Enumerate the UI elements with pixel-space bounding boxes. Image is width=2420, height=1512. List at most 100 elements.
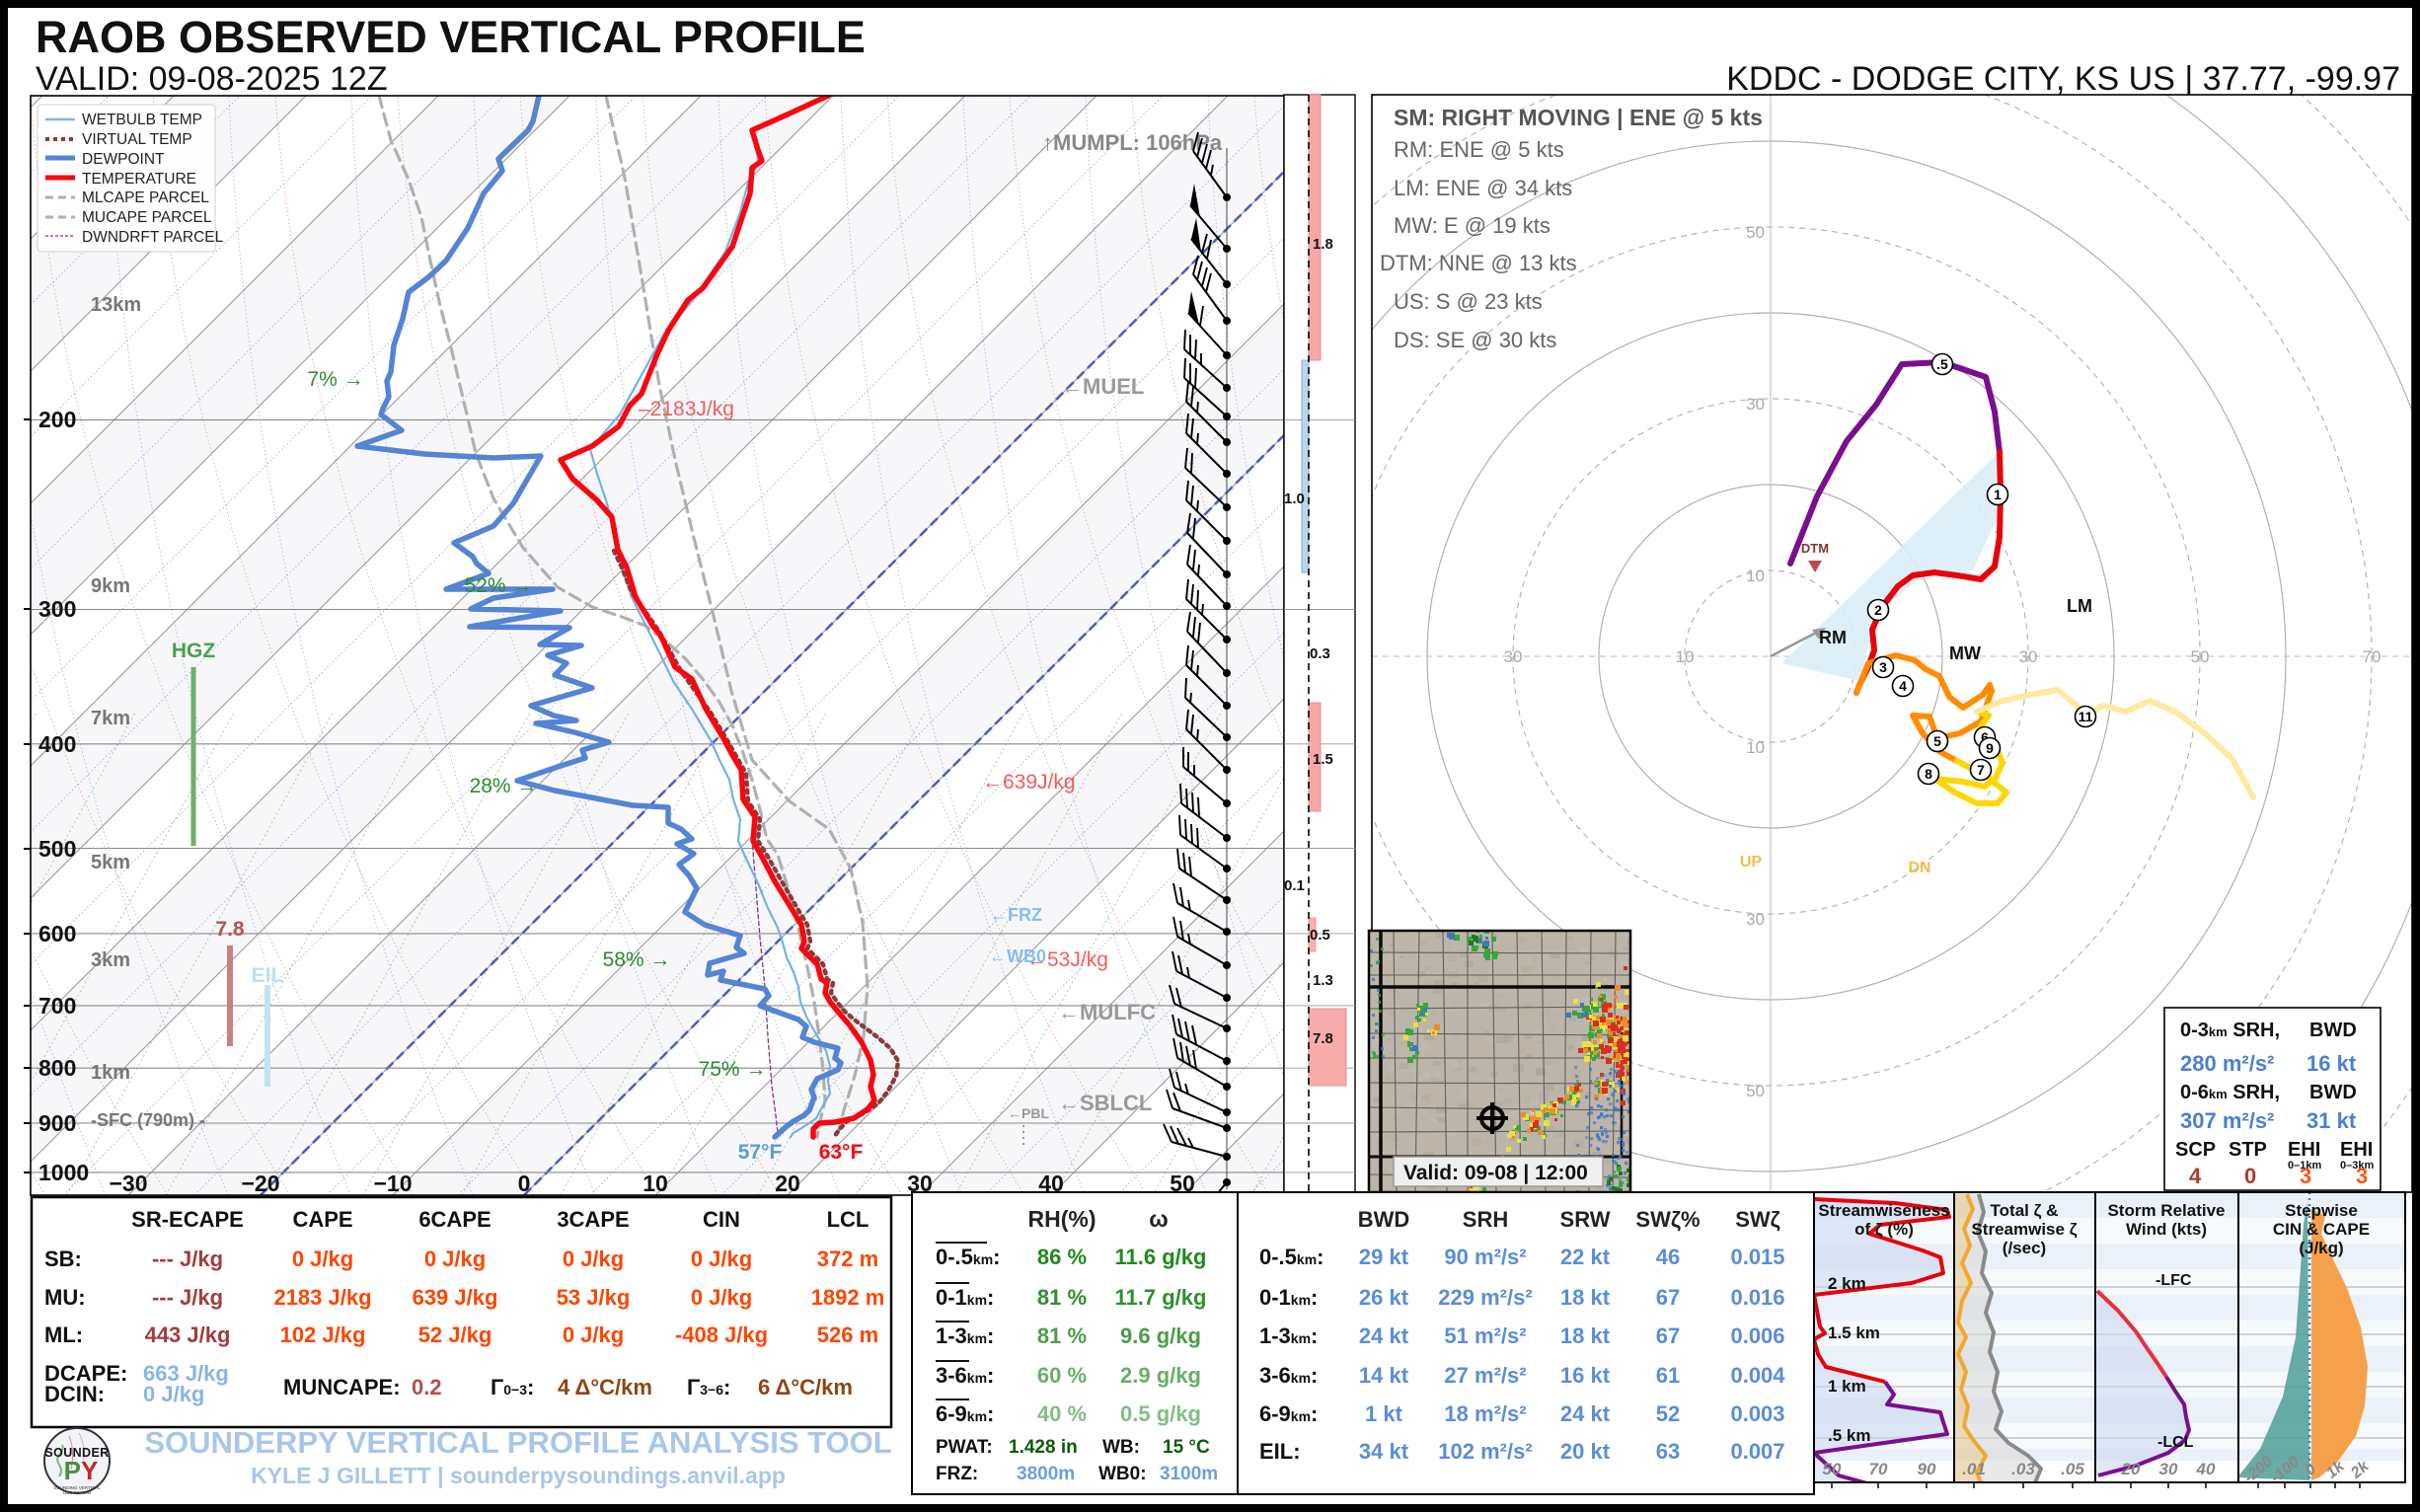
- svg-text:50: 50: [1823, 1460, 1842, 1478]
- svg-text:←SBLCL: ←SBLCL: [1058, 1091, 1152, 1115]
- svg-text:VALID: 09-08-2025 12Z: VALID: 09-08-2025 12Z: [36, 60, 388, 98]
- svg-text:26 kt: 26 kt: [1359, 1285, 1409, 1310]
- svg-text:3: 3: [2300, 1164, 2311, 1188]
- svg-text:400: 400: [38, 731, 76, 757]
- svg-text:61: 61: [1656, 1363, 1680, 1388]
- svg-text:BWD: BWD: [2309, 1082, 2357, 1103]
- svg-text:28% →: 28% →: [470, 775, 538, 797]
- svg-text:5: 5: [1933, 733, 1941, 749]
- svg-text:0 J/kg: 0 J/kg: [143, 1382, 204, 1406]
- svg-text:←MULFC: ←MULFC: [1058, 1000, 1156, 1024]
- svg-text:90 m²/s²: 90 m²/s²: [1444, 1245, 1526, 1269]
- svg-text:←639J/kg: ←639J/kg: [982, 771, 1076, 794]
- svg-text:200: 200: [38, 407, 76, 432]
- svg-text:70: 70: [1869, 1460, 1888, 1478]
- svg-text:50: 50: [2191, 647, 2210, 666]
- svg-text:0-1km:: 0-1km:: [1259, 1285, 1318, 1310]
- svg-text:70: 70: [2363, 647, 2382, 666]
- svg-text:600: 600: [38, 921, 76, 946]
- svg-text:of ζ (%): of ζ (%): [1854, 1220, 1914, 1239]
- svg-text:372 m: 372 m: [817, 1247, 878, 1271]
- svg-text:RAOB OBSERVED VERTICAL PROFILE: RAOB OBSERVED VERTICAL PROFILE: [36, 12, 866, 62]
- svg-text:0 J/kg: 0 J/kg: [563, 1323, 624, 1347]
- svg-text:DCAPE:: DCAPE:: [44, 1361, 127, 1386]
- svg-text:0 J/kg: 0 J/kg: [292, 1247, 353, 1271]
- svg-text:HGZ: HGZ: [172, 640, 216, 662]
- svg-text:DWNDRFT PARCEL: DWNDRFT PARCEL: [82, 229, 224, 246]
- svg-text:90: 90: [1918, 1460, 1936, 1478]
- svg-text:EIL: EIL: [252, 964, 284, 987]
- svg-text:SRW: SRW: [1560, 1207, 1611, 1232]
- svg-text:RH(%): RH(%): [1028, 1206, 1097, 1232]
- svg-text:FRZ:: FRZ:: [936, 1464, 978, 1484]
- svg-text:81 %: 81 %: [1037, 1323, 1087, 1348]
- svg-text:-LCL: -LCL: [2157, 1434, 2194, 1451]
- svg-text:60 %: 60 %: [1037, 1363, 1087, 1388]
- svg-text:SM: RIGHT MOVING | ENE @ 5 kts: SM: RIGHT MOVING | ENE @ 5 kts: [1394, 105, 1763, 130]
- svg-text:0-.5km:: 0-.5km:: [1259, 1245, 1323, 1269]
- svg-text:0.007: 0.007: [1730, 1439, 1784, 1464]
- svg-text:6CAPE: 6CAPE: [418, 1207, 491, 1232]
- svg-text:9.6 g/kg: 9.6 g/kg: [1120, 1323, 1201, 1348]
- svg-text:0-1km:: 0-1km:: [936, 1285, 994, 1310]
- svg-text:EHI: EHI: [2288, 1139, 2320, 1161]
- svg-text:1.428 in: 1.428 in: [1009, 1437, 1078, 1458]
- svg-text:←53J/kg: ←53J/kg: [1026, 948, 1108, 971]
- svg-text:31 kt: 31 kt: [2307, 1108, 2357, 1133]
- svg-text:0.2: 0.2: [412, 1375, 442, 1399]
- svg-text:--- J/kg: --- J/kg: [152, 1285, 223, 1310]
- svg-text:--- J/kg: --- J/kg: [152, 1247, 223, 1271]
- svg-text:.5: .5: [1936, 356, 1948, 372]
- svg-text:0: 0: [518, 1171, 531, 1196]
- svg-text:526 m: 526 m: [817, 1323, 878, 1347]
- svg-text:11.6 g/kg: 11.6 g/kg: [1115, 1245, 1207, 1269]
- svg-text:Total ζ &: Total ζ &: [1991, 1201, 2059, 1220]
- svg-text:0: 0: [2244, 1164, 2256, 1188]
- svg-text:10: 10: [1746, 738, 1765, 757]
- svg-text:EHI: EHI: [2340, 1139, 2373, 1161]
- svg-text:67: 67: [1656, 1323, 1680, 1348]
- svg-text:57°F: 57°F: [738, 1141, 783, 1164]
- svg-text:800: 800: [38, 1055, 76, 1081]
- svg-text:52% →: 52% →: [465, 574, 533, 597]
- svg-text:SOUNDERPY VERTICAL PROFILE ANA: SOUNDERPY VERTICAL PROFILE ANALYSIS TOOL: [144, 1425, 891, 1460]
- svg-text:13km: 13km: [91, 294, 141, 316]
- svg-text:11.7 g/kg: 11.7 g/kg: [1115, 1285, 1207, 1310]
- svg-text:MUCAPE PARCEL: MUCAPE PARCEL: [82, 209, 212, 226]
- svg-text:30: 30: [1504, 647, 1523, 666]
- svg-text:Γ0−3:: Γ0−3:: [491, 1375, 534, 1399]
- svg-text:SCP: SCP: [2175, 1139, 2216, 1161]
- svg-text:LM: ENE @ 34 kts: LM: ENE @ 34 kts: [1394, 176, 1572, 200]
- svg-text:11: 11: [2079, 709, 2093, 724]
- svg-text:0 J/kg: 0 J/kg: [691, 1285, 752, 1310]
- svg-text:0 J/kg: 0 J/kg: [691, 1247, 752, 1271]
- svg-text:LCL: LCL: [827, 1207, 870, 1232]
- svg-text:50: 50: [1746, 1082, 1765, 1100]
- svg-text:30: 30: [2019, 647, 2038, 666]
- svg-text:86 %: 86 %: [1037, 1245, 1087, 1269]
- svg-text:0-3km SRH,: 0-3km SRH,: [2180, 1020, 2280, 1041]
- svg-text:20: 20: [775, 1171, 800, 1196]
- svg-text:20 kt: 20 kt: [1560, 1439, 1611, 1464]
- svg-text:−30: −30: [109, 1171, 147, 1196]
- svg-text:27 m²/s²: 27 m²/s²: [1444, 1363, 1526, 1388]
- svg-text:MUNCAPE:: MUNCAPE:: [283, 1375, 401, 1399]
- svg-text:BWD: BWD: [1358, 1207, 1410, 1232]
- svg-text:1.5: 1.5: [1313, 751, 1333, 768]
- svg-text:SB:: SB:: [44, 1247, 82, 1271]
- svg-text:18 kt: 18 kt: [1560, 1323, 1611, 1348]
- svg-text:MW: MW: [1949, 643, 1981, 663]
- svg-text:SWζ%: SWζ%: [1635, 1207, 1700, 1232]
- svg-text:DTM: NNE @ 13 kts: DTM: NNE @ 13 kts: [1380, 251, 1577, 275]
- svg-text:1000: 1000: [38, 1160, 89, 1185]
- svg-text:PWAT:: PWAT:: [936, 1437, 993, 1458]
- svg-text:SWζ: SWζ: [1735, 1207, 1780, 1232]
- svg-text:229 m²/s²: 229 m²/s²: [1438, 1285, 1532, 1310]
- svg-text:4 Δ°C/km: 4 Δ°C/km: [558, 1375, 652, 1399]
- svg-text:2: 2: [1874, 602, 1882, 618]
- svg-text:3CAPE: 3CAPE: [557, 1207, 629, 1232]
- svg-text:3km: 3km: [91, 949, 130, 971]
- svg-text:Streamwiseness: Streamwiseness: [1818, 1201, 1949, 1220]
- svg-text:←WB0: ←WB0: [989, 946, 1046, 966]
- svg-text:(J/kg): (J/kg): [2299, 1239, 2343, 1257]
